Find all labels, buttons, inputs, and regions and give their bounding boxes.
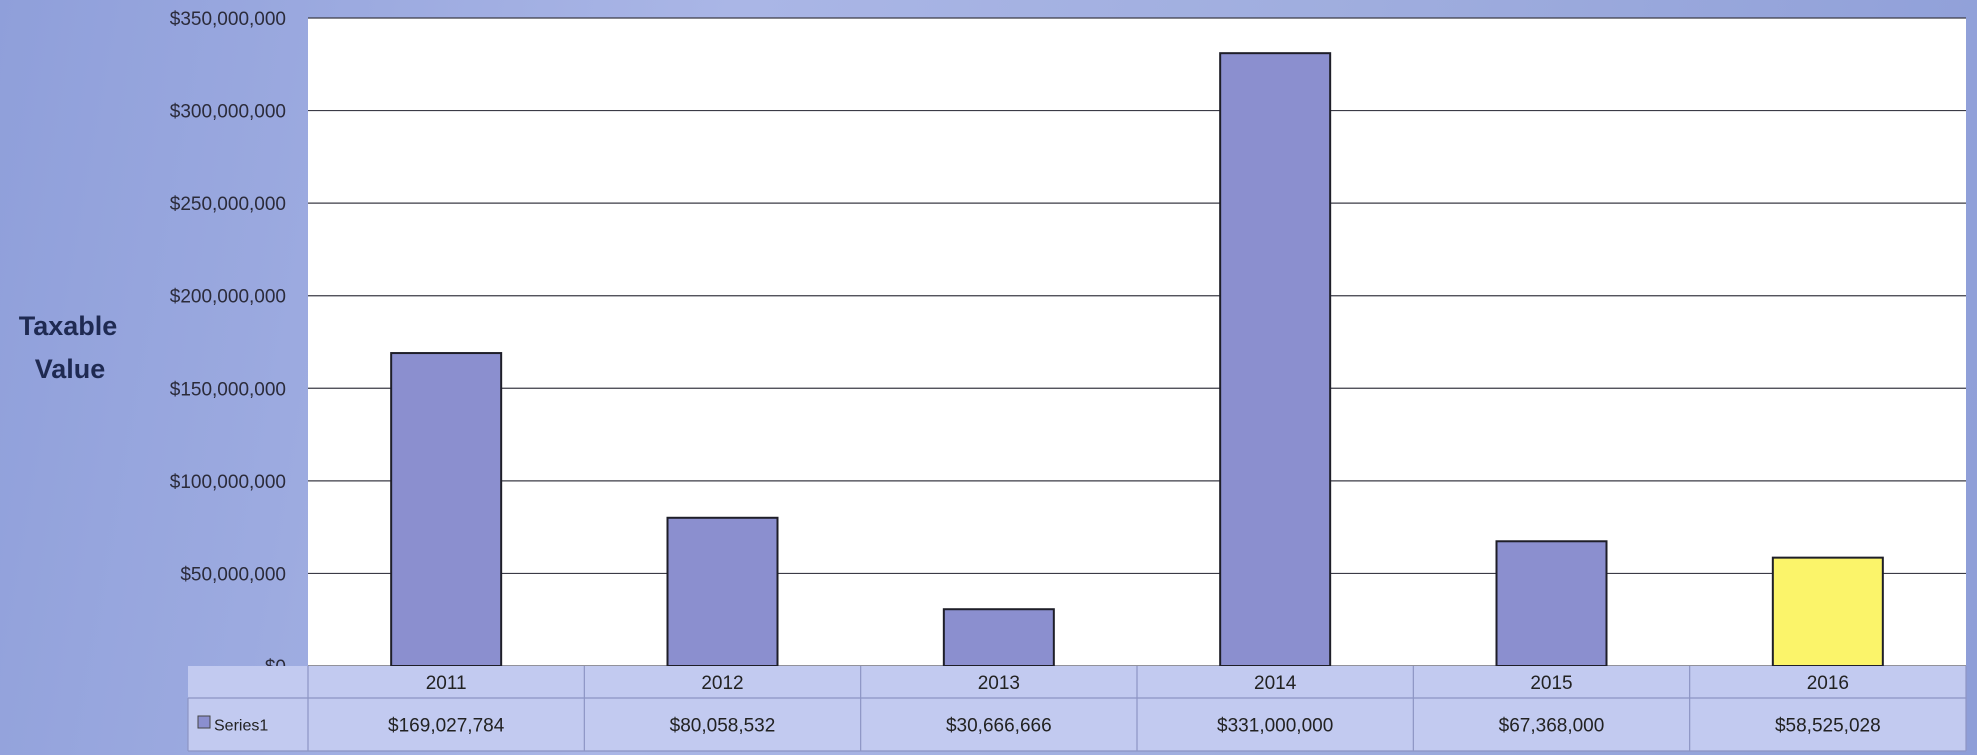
bar	[942, 608, 1055, 667]
y-tick-label: $300,000,000	[170, 102, 286, 123]
y-axis-label-line-2: Value	[35, 354, 106, 384]
x-tick-label: 2015	[1530, 673, 1572, 694]
y-tick-label: $250,000,000	[170, 194, 286, 215]
data-table-value: $331,000,000	[1217, 716, 1333, 737]
data-table: 2011 $169,027,784 2012 $80,058,532 2013 $30,6…	[187, 666, 1967, 752]
y-axis-ticks: $0$50,000,000$100,000,000$150,000,000$20…	[170, 9, 286, 678]
data-table-bg	[188, 666, 1966, 751]
bar	[1771, 556, 1884, 667]
y-tick-label: $350,000,000	[170, 9, 286, 30]
data-table-value: $30,666,666	[946, 716, 1052, 737]
legend-swatch	[197, 715, 211, 729]
x-tick-label: 2016	[1807, 673, 1849, 694]
data-table-value: $169,027,784	[388, 716, 505, 737]
bar	[1495, 540, 1608, 667]
y-tick-label: $200,000,000	[170, 287, 286, 308]
x-tick-label: 2012	[701, 673, 743, 694]
bar	[390, 352, 503, 667]
bar	[666, 516, 779, 667]
plot-area	[308, 18, 1966, 666]
y-axis-label-line-1: Taxable	[19, 311, 118, 341]
data-table-value: $80,058,532	[670, 716, 776, 737]
y-tick-label: $50,000,000	[180, 564, 286, 585]
x-tick-label: 2011	[426, 673, 467, 694]
y-tick-label: $100,000,000	[170, 472, 286, 493]
legend-label: Series1	[214, 718, 268, 735]
y-tick-label: $150,000,000	[170, 379, 286, 400]
x-tick-label: 2014	[1254, 673, 1297, 694]
y-axis-label: Taxable Value	[19, 311, 118, 384]
data-table-value: $67,368,000	[1499, 716, 1605, 737]
bars	[390, 52, 1884, 668]
x-tick-label: 2013	[978, 673, 1020, 694]
data-table-value: $58,525,028	[1775, 716, 1881, 737]
bar	[1219, 52, 1332, 668]
